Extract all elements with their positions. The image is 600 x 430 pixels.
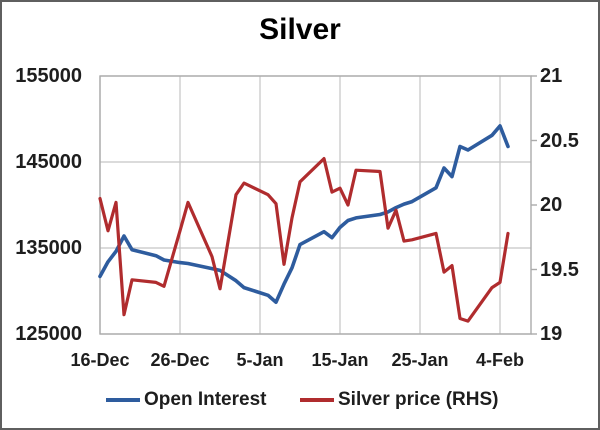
legend-item-silver-price: Silver price (RHS) <box>300 386 499 414</box>
open-interest-line-swatch <box>106 398 140 402</box>
silver-price-rhs-line <box>98 157 510 323</box>
silver-price-line-swatch <box>300 398 334 402</box>
legend: Open Interest Silver price (RHS) <box>0 386 600 414</box>
legend-item-open-interest: Open Interest <box>106 386 266 414</box>
plot-border <box>99 75 532 335</box>
legend-label-silver-price: Silver price (RHS) <box>338 389 499 410</box>
legend-label-open-interest: Open Interest <box>144 389 267 410</box>
open-interest-line <box>98 124 510 305</box>
chart-title: Silver <box>259 13 341 46</box>
